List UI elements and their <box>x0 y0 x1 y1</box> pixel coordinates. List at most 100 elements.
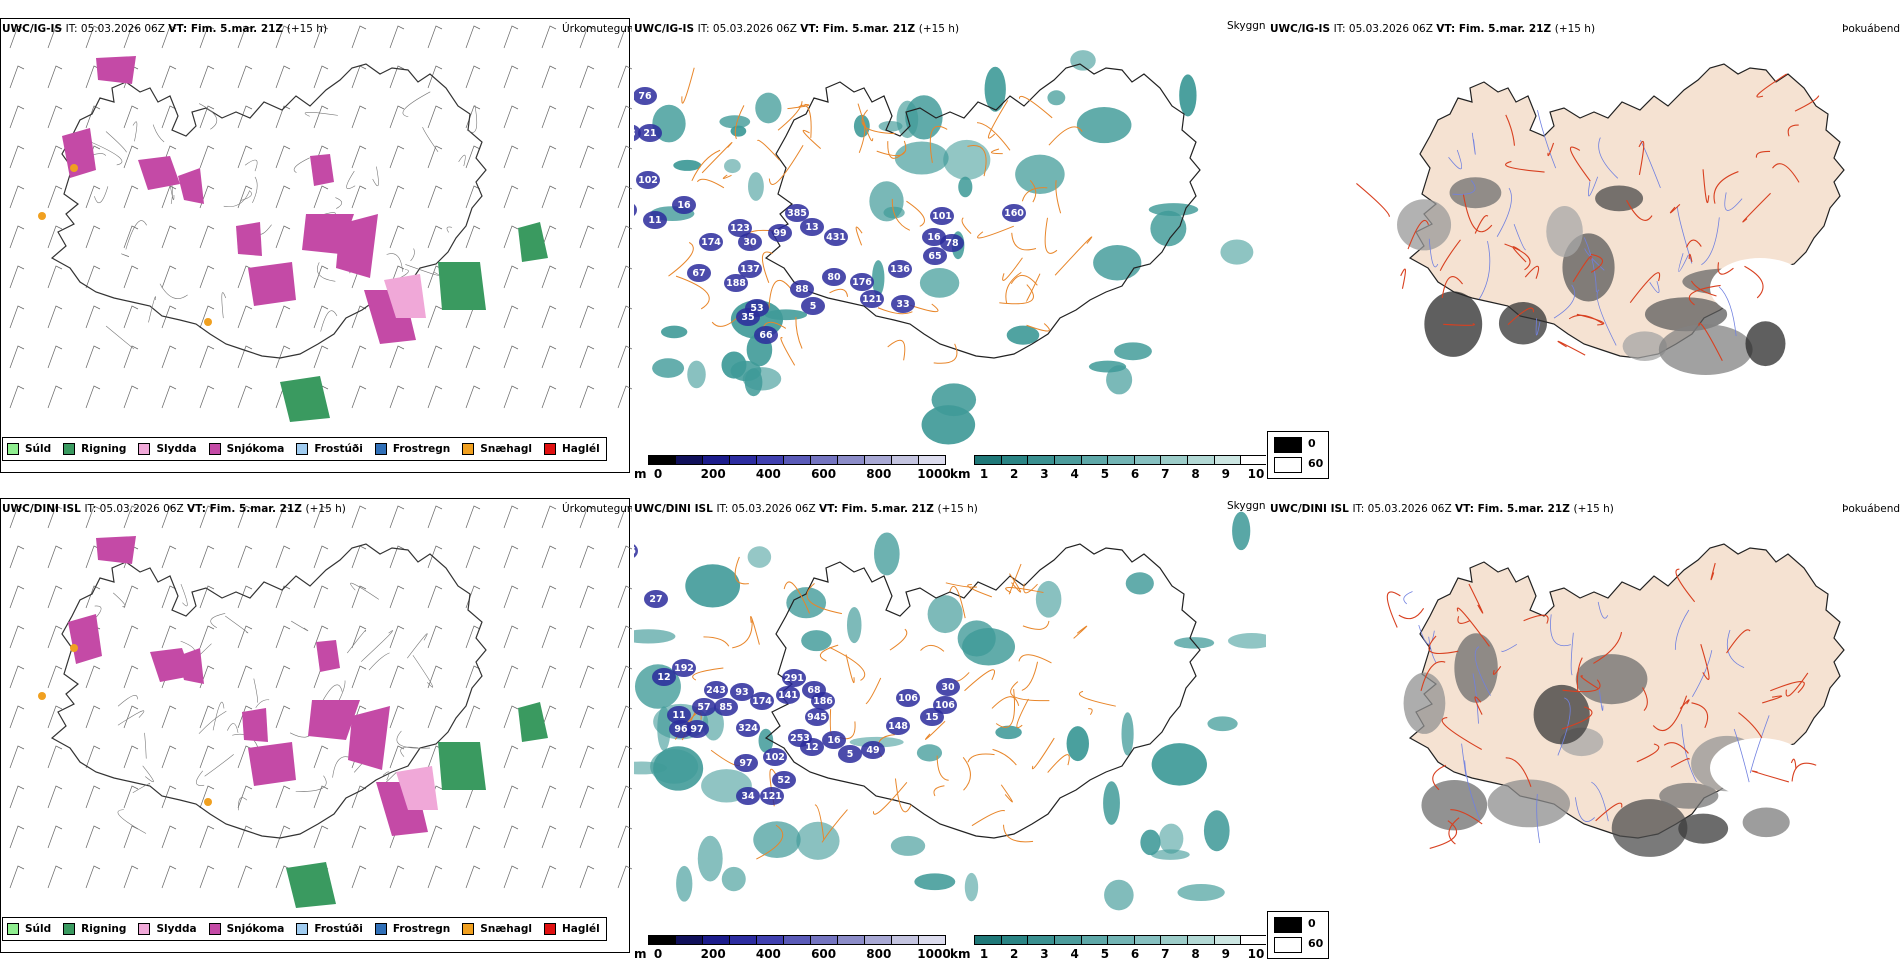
road <box>1785 672 1809 697</box>
colorbar-segment <box>1188 456 1215 464</box>
road <box>967 583 992 598</box>
legend-item: Slydda <box>138 923 197 935</box>
road <box>953 672 970 682</box>
wind-barb <box>503 145 519 169</box>
fog-area <box>1487 779 1571 828</box>
road <box>1794 95 1820 112</box>
road <box>1073 625 1088 639</box>
road <box>1561 706 1593 730</box>
wind-barb <box>123 625 139 649</box>
visibility-cloud <box>685 564 741 608</box>
road <box>346 170 356 189</box>
it-label: IT: <box>84 503 100 515</box>
visibility-cloud <box>846 606 862 644</box>
wind-barb <box>199 105 215 129</box>
ceiling-cloud <box>750 692 774 710</box>
wind-barb <box>427 585 443 609</box>
ceiling-cloud <box>888 260 912 278</box>
fog-area <box>1745 321 1786 367</box>
wind-barb <box>313 745 329 769</box>
wind-barb <box>541 225 557 249</box>
wind-barb <box>617 705 632 729</box>
wind-barb <box>617 545 632 569</box>
road <box>668 242 694 277</box>
river <box>1472 673 1479 724</box>
ceiling-cloud <box>634 544 638 558</box>
road <box>1713 171 1739 204</box>
ceiling-cloud <box>824 228 848 246</box>
wind-barb <box>123 25 139 49</box>
wind-barb <box>617 505 632 529</box>
wind-barb <box>389 705 405 729</box>
visibility-cloud <box>747 546 772 568</box>
precip-area <box>138 156 180 190</box>
colorbar-tick: 2 <box>1010 947 1019 961</box>
wind-barb <box>617 385 632 409</box>
wind-barb <box>389 105 405 129</box>
wind-barb <box>199 825 215 849</box>
panel-header: UWC/IG-IS IT: 05.03.2026 06Z VT: Fim. 5.… <box>634 23 959 35</box>
ceiling-value-label: 15 <box>925 712 938 723</box>
wind-barb <box>199 145 215 169</box>
ceiling-cloud <box>724 274 748 292</box>
road <box>132 121 138 142</box>
road <box>762 251 773 284</box>
snowhail-spot <box>38 212 46 220</box>
road <box>1492 666 1502 675</box>
it-label: IT: <box>1352 503 1368 515</box>
ceiling-cloud <box>772 771 796 789</box>
road <box>1505 160 1545 173</box>
wind-barb <box>503 345 519 369</box>
fog-legend-label: 60 <box>1308 937 1324 950</box>
model-name: UWC/DINI ISL <box>2 503 85 515</box>
wind-barb <box>541 665 557 689</box>
legend-label: Haglél <box>561 443 600 455</box>
fog-panel: UWC/DINI ISL IT: 05.03.2026 06Z VT: Fim.… <box>1268 498 1900 968</box>
road <box>1400 268 1406 289</box>
road <box>877 307 913 315</box>
wind-barb <box>351 865 367 889</box>
fog-area <box>1678 813 1729 844</box>
visibility-cloud <box>673 159 702 171</box>
wind-barb <box>123 785 139 809</box>
ceiling-value-label: 68 <box>807 685 821 696</box>
visibility-cloud <box>853 114 870 138</box>
road <box>1029 179 1037 203</box>
legend-swatch <box>7 923 19 935</box>
precip-area <box>308 700 360 740</box>
fog-free-area <box>1710 258 1810 318</box>
wind-barb <box>123 185 139 209</box>
wind-barb <box>85 225 101 249</box>
wind-barb <box>465 145 481 169</box>
ceiling-cloud <box>920 708 944 726</box>
legend-label: Súld <box>25 443 52 455</box>
vt-label: VT: <box>168 23 191 35</box>
wind-barb <box>389 65 405 89</box>
colorbar-segment <box>1134 456 1162 464</box>
road <box>1688 253 1693 262</box>
river <box>1403 591 1413 605</box>
wind-barb <box>123 305 139 329</box>
panel-title: Þokuábendi <box>1842 503 1900 515</box>
colorbar-segment <box>919 456 945 464</box>
road <box>125 220 147 250</box>
road <box>446 226 453 233</box>
precip-type-panel: UWC/IG-IS IT: 05.03.2026 06Z VT: Fim. 5.… <box>0 18 632 488</box>
wind-barb <box>275 65 291 89</box>
wind-barb <box>275 785 291 809</box>
ceiling-value-label: 5 <box>810 301 817 312</box>
fog-free-area <box>1710 738 1810 798</box>
wind-barb <box>237 385 253 409</box>
legend-item: Snjókoma <box>208 443 284 455</box>
legend-label: Slydda <box>156 443 197 455</box>
road <box>1636 743 1660 763</box>
road <box>971 809 1006 827</box>
vt-value: Fim. 5.mar. 21Z <box>822 23 919 35</box>
wind-barb <box>85 265 101 289</box>
road <box>768 145 804 185</box>
river <box>1513 223 1526 251</box>
road <box>1652 695 1688 731</box>
visibility-cloud <box>796 821 840 860</box>
wind-barb <box>465 545 481 569</box>
wind-barb <box>579 345 595 369</box>
